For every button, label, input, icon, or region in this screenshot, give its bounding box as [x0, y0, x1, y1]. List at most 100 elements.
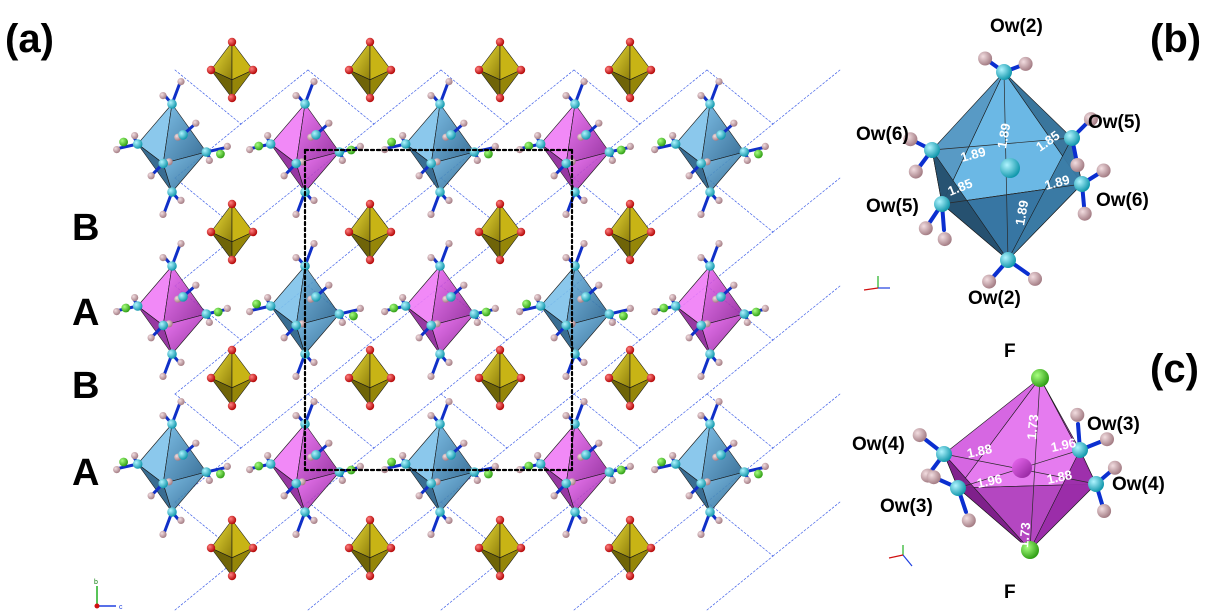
hydrogen-atom	[399, 294, 407, 302]
hydrogen-atom	[580, 516, 588, 525]
hydrogen-atom	[460, 119, 468, 127]
water-oxygen-atom	[334, 309, 345, 319]
oxygen-atom	[365, 93, 375, 103]
ow3-left-label: Ow(3)	[880, 496, 933, 517]
hydrogen-atom	[685, 334, 693, 342]
oxygen-atom	[604, 227, 614, 237]
hydrogen-atom	[427, 530, 435, 539]
bond-label-c-1: 1.73	[1024, 414, 1041, 441]
oxygen-atom	[604, 543, 614, 553]
hydrogen-atom	[147, 334, 155, 342]
fluorine-atom	[216, 149, 225, 159]
hydrogen-atom	[697, 254, 705, 262]
tetrahedron-face	[499, 69, 522, 99]
water-oxygen-atom	[604, 147, 615, 157]
water-oxygen-atom	[581, 450, 591, 460]
oxygen-atom	[516, 65, 526, 75]
oxygen-atom	[206, 227, 216, 237]
ow4-right-label: Ow(4)	[1112, 474, 1165, 495]
tetrahedron-face	[499, 377, 522, 407]
hydrogen-atom	[1018, 56, 1033, 71]
oxygen-atom	[248, 543, 258, 553]
magenta-octahedron	[381, 240, 499, 380]
hydrogen-atom	[445, 78, 453, 86]
hydrogen-atom	[626, 142, 634, 150]
water-oxygen-atom	[132, 139, 143, 149]
hydrogen-atom	[715, 398, 723, 406]
hydrogen-atom	[159, 210, 167, 218]
oxygen-atom	[646, 373, 656, 383]
oxygen-atom	[646, 65, 656, 75]
blue-octahedron-detail	[903, 51, 1111, 289]
water-oxygen-atom	[1000, 252, 1016, 268]
hydrogen-atom	[1096, 163, 1111, 178]
hydrogen-atom	[761, 462, 769, 470]
water-oxygen-atom	[1072, 442, 1088, 458]
water-oxygen-atom	[265, 139, 276, 149]
hydrogen-atom	[205, 476, 213, 484]
hydrogen-atom	[292, 412, 300, 420]
tetrahedron-face	[231, 547, 254, 577]
hydrogen-atom	[246, 466, 254, 474]
fluorine-atom	[619, 311, 628, 321]
blue-octahedron	[651, 78, 769, 218]
tetrahedron-face	[369, 231, 392, 261]
blue-octahedron	[516, 240, 634, 380]
hydrogen-atom	[356, 304, 364, 312]
water-oxygen-atom	[581, 292, 591, 302]
hydrogen-atom	[743, 156, 751, 164]
tetrahedron-face	[231, 231, 254, 261]
octahedron-face	[700, 151, 745, 193]
central-metal-atom	[1012, 458, 1032, 478]
hydrogen-atom	[310, 240, 318, 248]
hydrogen-atom	[205, 318, 213, 326]
hydrogen-atom	[280, 334, 288, 342]
water-oxygen-atom	[469, 309, 480, 319]
hydrogen-atom	[908, 164, 923, 179]
hydrogen-atom	[715, 516, 723, 525]
hydrogen-atom	[338, 476, 346, 484]
sulfate-tetrahedron	[604, 37, 656, 103]
hbond-line	[506, 393, 575, 449]
layer-label-b-bottom: B	[72, 365, 99, 407]
hydrogen-atom	[562, 372, 570, 380]
ow2-top-label: Ow(2)	[990, 16, 1043, 37]
fluorine-atom	[481, 307, 491, 317]
water-oxygen-atom	[996, 64, 1012, 80]
water-oxygen-atom	[924, 142, 940, 158]
hydrogen-atom	[595, 119, 603, 127]
hydrogen-atom	[534, 452, 542, 460]
unit-cell-outline	[303, 148, 574, 472]
oxygen-atom	[227, 255, 237, 265]
sulfate-tetrahedron	[604, 515, 656, 581]
water-oxygen-atom	[311, 292, 321, 302]
ow4-left-label: Ow(4)	[852, 434, 905, 455]
water-oxygen-atom	[300, 99, 310, 109]
hydrogen-atom	[562, 210, 570, 218]
hydrogen-atom	[113, 308, 121, 316]
water-oxygen-atom	[435, 349, 445, 359]
water-oxygen-atom	[705, 507, 715, 517]
hbond-line	[706, 177, 774, 233]
axis-c-label: c	[119, 604, 123, 611]
water-oxygen-atom	[291, 478, 302, 489]
water-oxygen-atom	[670, 301, 681, 311]
hbond-line	[307, 69, 375, 125]
hydrogen-atom	[1083, 112, 1098, 127]
water-oxygen-atom	[535, 459, 546, 469]
oxygen-atom	[386, 373, 396, 383]
hydrogen-atom	[460, 281, 468, 289]
oxygen-atom	[495, 515, 505, 525]
tetrahedron-face	[499, 547, 522, 577]
hydrogen-atom	[310, 78, 318, 86]
hydrogen-atom	[356, 142, 364, 150]
water-oxygen-atom	[132, 459, 143, 469]
oxygen-atom	[386, 227, 396, 237]
hydrogen-atom	[697, 372, 705, 380]
hydrogen-atom	[445, 240, 453, 248]
hydrogen-atom	[982, 274, 997, 289]
water-oxygen-atom	[132, 301, 143, 311]
oxygen-atom	[227, 571, 237, 581]
hbond-line	[639, 393, 708, 449]
hydrogen-atom	[147, 172, 155, 180]
